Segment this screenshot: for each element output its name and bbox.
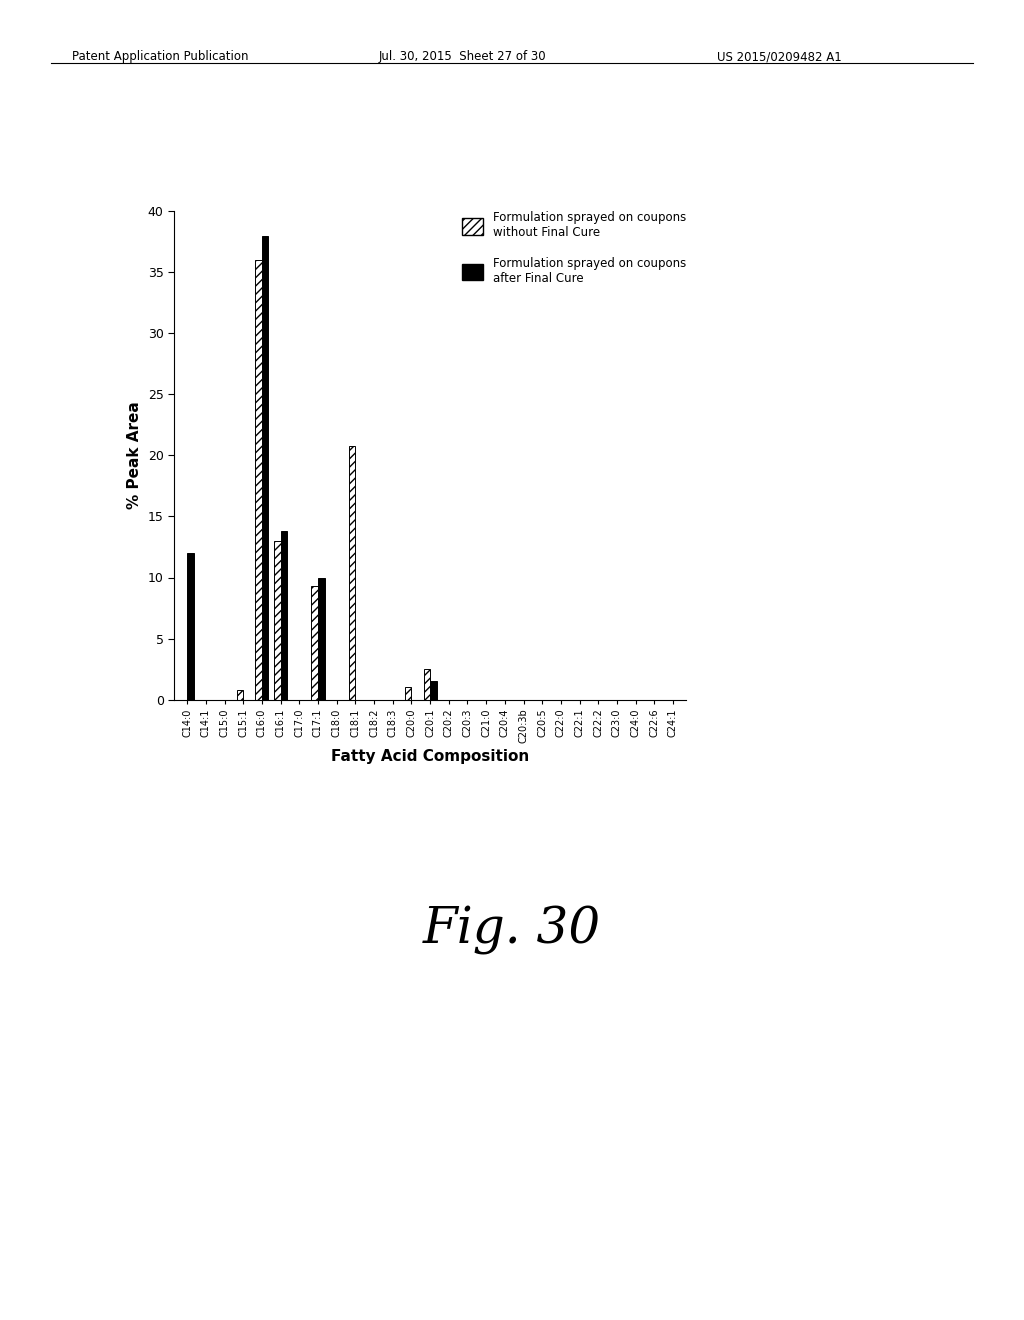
Bar [404, 688, 412, 700]
Bar [255, 260, 262, 700]
Y-axis label: % Peak Area: % Peak Area [127, 401, 142, 510]
Bar [424, 669, 430, 700]
Bar [430, 681, 436, 700]
Bar [237, 690, 244, 700]
Bar [318, 578, 325, 700]
Text: Jul. 30, 2015  Sheet 27 of 30: Jul. 30, 2015 Sheet 27 of 30 [379, 50, 547, 63]
Bar [187, 553, 194, 700]
X-axis label: Fatty Acid Composition: Fatty Acid Composition [331, 748, 529, 764]
Bar [274, 541, 281, 700]
Bar [349, 446, 355, 700]
Bar [281, 531, 287, 700]
Legend: Formulation sprayed on coupons
without Final Cure, Formulation sprayed on coupon: Formulation sprayed on coupons without F… [462, 211, 686, 285]
Bar [262, 235, 268, 700]
Text: US 2015/0209482 A1: US 2015/0209482 A1 [717, 50, 842, 63]
Text: Patent Application Publication: Patent Application Publication [72, 50, 248, 63]
Text: Fig. 30: Fig. 30 [423, 906, 601, 956]
Bar [311, 586, 318, 700]
